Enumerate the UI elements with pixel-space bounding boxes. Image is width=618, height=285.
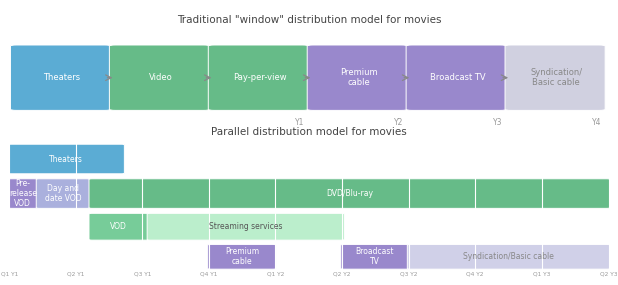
- Text: Y4: Y4: [592, 118, 601, 127]
- Text: Q1 Y3: Q1 Y3: [533, 272, 550, 276]
- FancyBboxPatch shape: [147, 213, 344, 240]
- Text: Pay-per-view: Pay-per-view: [233, 73, 286, 82]
- Text: Y2: Y2: [394, 118, 404, 127]
- Text: VOD: VOD: [110, 222, 127, 231]
- FancyBboxPatch shape: [208, 245, 276, 269]
- Title: Traditional "window" distribution model for movies: Traditional "window" distribution model …: [177, 15, 441, 25]
- FancyBboxPatch shape: [8, 179, 38, 208]
- Text: Q3 Y2: Q3 Y2: [400, 272, 417, 276]
- Text: Syndication/
Basic cable: Syndication/ Basic cable: [530, 68, 582, 87]
- FancyBboxPatch shape: [11, 45, 111, 110]
- Text: Q1 Y1: Q1 Y1: [1, 272, 18, 276]
- Text: Broadcast TV: Broadcast TV: [430, 73, 485, 82]
- FancyBboxPatch shape: [36, 179, 90, 208]
- Text: Q2 Y2: Q2 Y2: [333, 272, 351, 276]
- FancyBboxPatch shape: [505, 45, 605, 110]
- Text: Y1: Y1: [295, 118, 305, 127]
- FancyBboxPatch shape: [109, 45, 210, 110]
- FancyBboxPatch shape: [307, 45, 407, 110]
- Title: Parallel distribution model for movies: Parallel distribution model for movies: [211, 127, 407, 137]
- FancyBboxPatch shape: [89, 179, 610, 208]
- FancyBboxPatch shape: [89, 213, 148, 240]
- Text: Premium
cable: Premium cable: [225, 247, 259, 266]
- FancyBboxPatch shape: [341, 245, 409, 269]
- Text: Theaters: Theaters: [43, 73, 80, 82]
- FancyBboxPatch shape: [407, 245, 610, 269]
- Text: Q1 Y2: Q1 Y2: [267, 272, 284, 276]
- Text: Day and
date VOD: Day and date VOD: [44, 184, 81, 203]
- Text: Q2 Y1: Q2 Y1: [67, 272, 85, 276]
- FancyBboxPatch shape: [208, 45, 308, 110]
- Text: Y3: Y3: [493, 118, 502, 127]
- Text: Q3 Y1: Q3 Y1: [133, 272, 151, 276]
- Text: Theaters: Theaters: [49, 154, 83, 164]
- Text: Q4 Y1: Q4 Y1: [200, 272, 218, 276]
- FancyBboxPatch shape: [406, 45, 506, 110]
- Text: Syndication/Basic cable: Syndication/Basic cable: [463, 252, 554, 261]
- Text: DVD/Blu-ray: DVD/Blu-ray: [326, 189, 373, 198]
- Text: Q4 Y2: Q4 Y2: [467, 272, 484, 276]
- Text: Q2 Y3: Q2 Y3: [600, 272, 617, 276]
- Text: Streaming services: Streaming services: [209, 222, 282, 231]
- Text: Broadcast
TV: Broadcast TV: [356, 247, 394, 266]
- FancyBboxPatch shape: [8, 144, 124, 174]
- Text: Video: Video: [149, 73, 172, 82]
- Text: Premium
cable: Premium cable: [340, 68, 377, 87]
- Text: Pre-
release
VOD: Pre- release VOD: [9, 179, 36, 208]
